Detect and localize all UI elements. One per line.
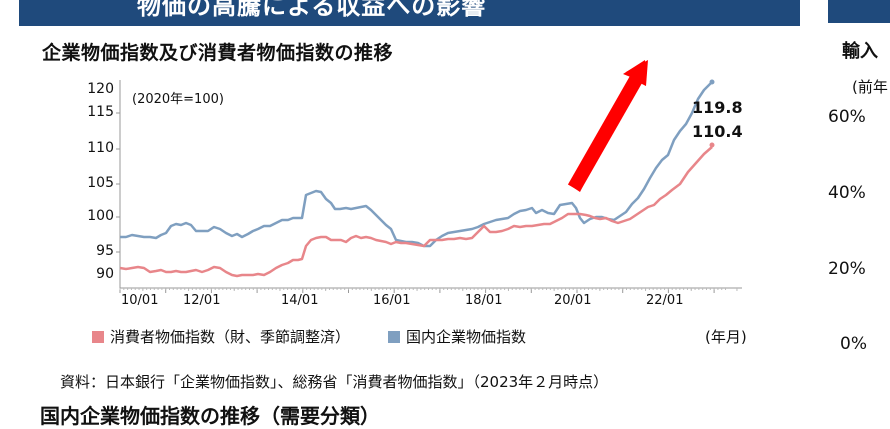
consumer-end-point: [709, 142, 715, 148]
chart-title: 企業物価指数及び消費者物価指数の推移: [42, 42, 394, 64]
y-tick-label: 105: [87, 175, 114, 191]
red-up-arrow-icon: [567, 60, 648, 192]
right-y-tick: 60%: [828, 107, 866, 127]
legend-label: 国内企業物価指数: [406, 328, 527, 346]
right-y-tick: 20%: [828, 259, 866, 279]
y-tick-label: 100: [87, 208, 114, 224]
x-tick-label: 14/01: [281, 293, 319, 308]
x-tick-label: 18/01: [465, 293, 503, 308]
banner-title: 物価の高騰による収益への影響: [137, 0, 487, 20]
right-y-tick: 40%: [828, 183, 866, 203]
x-tick-label: 10/01: [121, 293, 159, 308]
legend-label: 消費者物価指数（財、季節調整済）: [110, 328, 351, 346]
y-tick-label: 110: [87, 140, 114, 156]
legend-swatch-consumer: [92, 330, 104, 343]
x-axis-unit-label: (年月): [705, 328, 747, 346]
consumer-end-value-label: 110.4: [692, 122, 743, 141]
y-tick-label: 90: [96, 266, 114, 282]
source-note: 資料：日本銀行「企業物価指数」、総務省「消費者物価指数」（2023年２月時点）: [60, 373, 609, 391]
x-tick-label: 12/01: [183, 293, 221, 308]
x-tick-label: 20/01: [554, 293, 592, 308]
line-chart-plot: [116, 60, 742, 293]
series-consumer-line: [119, 146, 713, 278]
next-section-title: 国内企業物価指数の推移（需要分類）: [40, 404, 380, 428]
legend-item-consumer: 消費者物価指数（財、季節調整済）: [92, 326, 350, 347]
y-tick-label: 115: [87, 104, 114, 120]
x-tick-label: 22/01: [646, 293, 684, 308]
right-panel-banner: [828, 0, 890, 23]
right-panel-subtitle: (前年: [852, 78, 888, 96]
domestic-end-value-label: 119.8: [692, 98, 743, 117]
y-tick-label: 120: [87, 81, 114, 97]
legend-swatch-domestic: [388, 330, 400, 343]
section-banner: 物価の高騰による収益への影響: [19, 0, 800, 26]
right-panel-title: 輸入: [842, 41, 878, 62]
legend-item-domestic: 国内企業物価指数: [388, 326, 526, 347]
domestic-end-point: [709, 79, 715, 85]
y-tick-label: 95: [96, 243, 114, 259]
base-year-note: (2020年=100): [132, 92, 224, 107]
right-y-tick: 0%: [840, 334, 867, 354]
x-tick-label: 16/01: [373, 293, 411, 308]
